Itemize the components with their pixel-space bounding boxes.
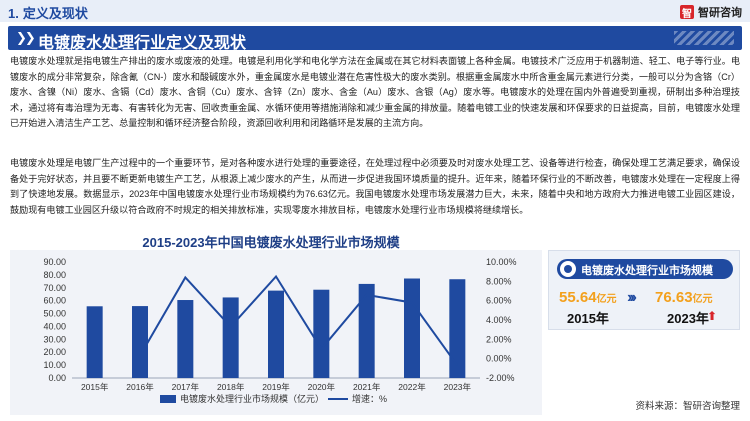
bar [132,306,148,378]
x-tick-label: 2016年 [126,382,154,392]
end-year: 2023年 [667,311,709,326]
bullet-icon [560,261,576,277]
market-size-chart: 0.00 10.00 20.00 30.00 40.00 50.00 60.00 70.00 8… [10,250,542,415]
x-tick-label: 2019年 [262,382,290,392]
end-value-unit: 亿元 [692,294,713,305]
brand: 智 智研咨询 [680,4,742,20]
bar [86,306,103,378]
y-left-tick-label: 10.00 [43,360,66,370]
page-title: 电镀废水处理行业定义及现状 [38,35,247,52]
section-label: 1. 定义及现状 [8,3,88,22]
bar [222,297,239,378]
start-value-unit: 亿元 [596,294,617,305]
page-title-bar: ❯❯ 电镀废水处理行业定义及现状 [8,26,742,52]
legend-line-label: 增速：% [352,393,387,404]
y-left-tick-label: 30.00 [43,334,66,344]
y-right-tick-label: 0.00% [486,354,512,364]
x-tick-label: 2022年 [398,382,426,392]
legend-bar-swatch [160,395,176,403]
x-tick-label: 2023年 [444,382,472,392]
y-right-tick-label: 8.00% [486,276,512,286]
y-left-tick-label: 80.00 [43,270,66,280]
chart-canvas: 0.00 10.00 20.00 30.00 40.00 50.00 60.00 70.00 8… [43,257,517,404]
card-header: 电镀废水处理行业市场规模 [557,259,733,279]
bar [404,278,420,378]
section-number: 1. [8,6,19,21]
bar [313,289,330,378]
up-arrow-icon: ⬆ [707,309,718,323]
paragraph-definition: 电镀废水处理就是指电镀生产排出的废水或废液的处理。电镀是利用化学和电化学方法在金… [10,56,740,128]
x-tick-label: 2015年 [81,382,109,392]
paragraph-status: 电镀废水处理是电镀厂生产过程中的一个重要环节，是对各种废水进行处理的重要途径，在… [10,158,740,215]
y-right-tick-label: 6.00% [486,296,512,306]
y-left-tick-label: 0.00 [48,373,66,383]
y-left-tick-label: 20.00 [43,347,66,357]
bar [449,279,466,378]
y-right-tick-label: 2.00% [486,334,512,344]
x-tick-label: 2018年 [217,382,245,392]
bar [358,283,375,378]
start-value-number: 55.64 [559,289,597,306]
y-right-tick-label: 10.00% [486,257,517,267]
source-note: 资料来源：智研咨询整理 [635,401,740,412]
bar [268,290,284,378]
growth-line [139,274,459,367]
stripe-decoration [674,31,734,45]
section-header: 1. 定义及现状 智 智研咨询 [0,0,750,22]
chart-title: 2015-2023年中国电镀废水处理行业市场规模 [142,235,400,250]
bar [177,300,194,378]
y-left-tick-label: 70.00 [43,283,66,293]
x-tick-label: 2021年 [353,382,381,392]
x-tick-label: 2017年 [172,382,200,392]
market-size-card: 电镀废水处理行业市场规模 55.64亿元 ››› 76.63亿元 2015年 2… [548,250,740,330]
y-left-tick-label: 40.00 [43,321,66,331]
legend-bar-label: 电镀废水处理行业市场规模（亿元） [180,393,324,404]
card-title: 电镀废水处理行业市场规模 [581,265,713,277]
y-right-tick-label: 4.00% [486,315,512,325]
brand-name: 智研咨询 [698,7,742,19]
start-year: 2015年 [567,311,609,326]
section-title: 定义及现状 [22,6,88,21]
x-tick-label: 2020年 [308,382,336,392]
end-value-number: 76.63 [655,289,693,306]
start-value: 55.64亿元 [559,289,617,306]
y-left-tick-label: 60.00 [43,296,66,306]
y-left-tick-label: 90.00 [43,257,66,267]
chevron-right-icon: ❯❯ [16,30,36,45]
y-left-tick-label: 50.00 [43,309,66,319]
arrow-right-icon: ››› [627,289,637,306]
brand-logo-icon: 智 [680,5,694,20]
end-value: 76.63亿元 [655,289,713,306]
y-right-tick-label: -2.00% [486,373,515,383]
